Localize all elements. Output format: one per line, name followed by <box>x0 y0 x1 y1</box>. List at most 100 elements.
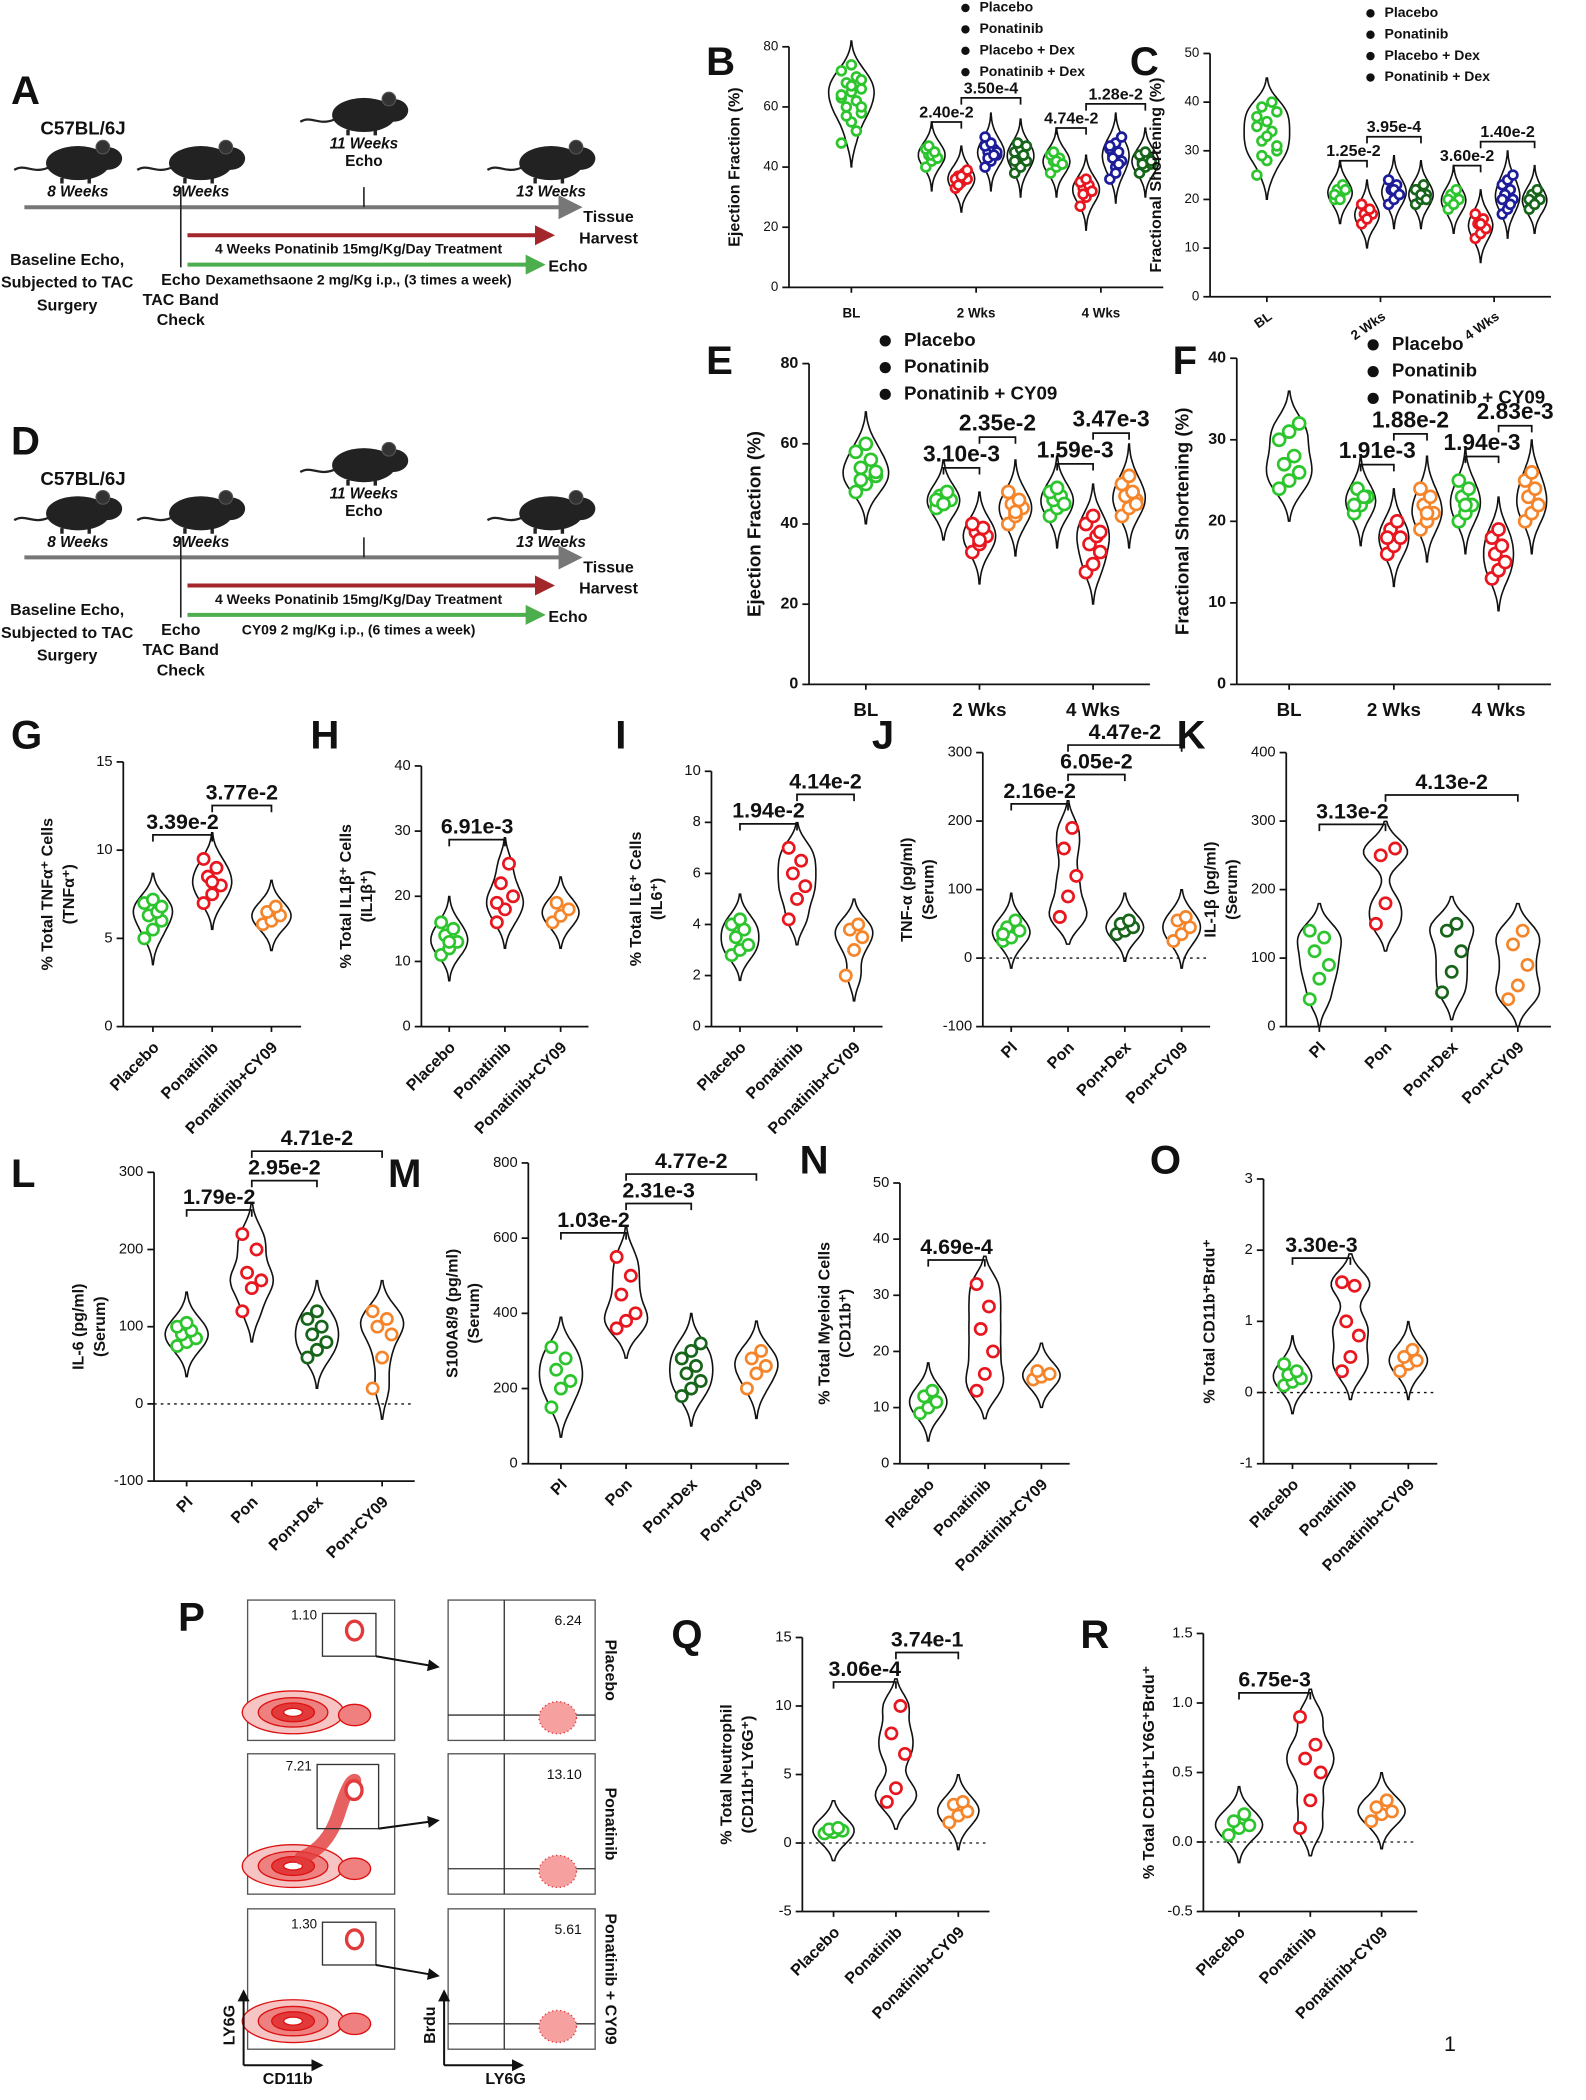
p-value: 4.69e-4 <box>920 1235 993 1259</box>
data-point <box>1379 530 1395 545</box>
legend-label: Placebo <box>979 0 1033 15</box>
y-tick-label: 400 <box>1251 744 1276 760</box>
data-point <box>1454 944 1469 959</box>
data-point <box>1378 896 1393 911</box>
data-point <box>1321 957 1336 972</box>
significance-bracket <box>1092 432 1130 440</box>
data-point <box>898 1747 912 1761</box>
gated-population <box>344 1779 364 1802</box>
gate <box>321 1921 377 1966</box>
significance-bracket <box>796 793 855 802</box>
legend-marker <box>1366 51 1375 61</box>
timepoint: 11 Weeks <box>330 135 399 152</box>
data-point <box>1530 497 1546 513</box>
cotreatment-text: CY09 2 mg/Kg i.p., (6 times a week) <box>242 622 476 638</box>
baseline-text: Surgery <box>37 647 98 665</box>
x-tick-label: Pon+Dex <box>1400 1038 1462 1100</box>
data-point <box>1115 131 1128 143</box>
p-value: 1.79e-2 <box>183 1185 256 1209</box>
gate-arrow <box>378 1815 440 1830</box>
y-tick-label: 40 <box>873 1231 889 1247</box>
x-tick-label: Pl <box>547 1476 570 1499</box>
panel: R -0.5 0.0 0.5 1.0 1.5 % Total CD11b⁺LY6G⁺Brdu… <box>1080 1613 1418 2023</box>
violin <box>1265 390 1313 522</box>
mouse-icon <box>299 441 409 486</box>
data-point <box>972 532 987 548</box>
panel: M 0 200 400 600 800 S100A8/9 (pg/ml) (Serum) Pl P… <box>388 1149 789 1545</box>
data-point <box>623 1268 638 1283</box>
data-point <box>781 912 796 927</box>
panel-label: O <box>1150 1139 1181 1183</box>
data-point <box>1313 1765 1328 1780</box>
y-tick-label: 20 <box>763 219 778 234</box>
data-point <box>1520 957 1535 972</box>
x-tick-label: BL <box>853 699 878 720</box>
mouse-tail <box>486 166 522 172</box>
y-tick-label: 80 <box>763 38 778 53</box>
data-point <box>1047 146 1060 158</box>
data-point <box>942 1815 957 1830</box>
x-tick-label: Pl <box>1306 1038 1329 1061</box>
mouse-tail <box>136 166 172 172</box>
y-tick-label: 30 <box>1184 142 1199 157</box>
data-point <box>684 1343 699 1358</box>
data-point <box>855 101 868 113</box>
data-point <box>684 1381 699 1396</box>
data-point <box>1497 554 1513 570</box>
data-point <box>847 943 861 957</box>
data-point <box>728 930 743 945</box>
y-tick-label: 0 <box>1217 675 1226 693</box>
x-tick-label: Pon <box>1361 1038 1395 1072</box>
data-point <box>1527 481 1543 497</box>
violin <box>294 1279 340 1389</box>
data-point <box>1307 944 1322 959</box>
data-point <box>848 484 864 500</box>
violin <box>603 1226 649 1359</box>
data-point <box>1507 169 1519 181</box>
data-point <box>1271 106 1283 118</box>
data-point <box>375 1350 390 1365</box>
y-tick-label: 400 <box>493 1305 518 1321</box>
data-point <box>310 1342 324 1357</box>
data-point <box>1261 115 1273 128</box>
data-point <box>977 1366 992 1381</box>
data-point <box>1286 448 1302 464</box>
x-tick-label: Placebo <box>1246 1475 1302 1531</box>
data-point <box>848 444 864 460</box>
x-tick-label: Pon <box>1044 1038 1078 1072</box>
violin <box>1495 902 1541 1028</box>
p-value: 4.74e-2 <box>1044 109 1098 127</box>
data-point <box>936 496 951 512</box>
mouse-ear <box>568 139 584 155</box>
mouse-ear <box>218 490 234 505</box>
data-point <box>254 1273 269 1288</box>
flow-panel: P 1.10 6.24 Placebo 7.21 13.10 Ponatinib 1.30 5.… <box>178 1596 620 2088</box>
data-point <box>1389 513 1405 529</box>
baseline-text: Subjected to TAC <box>1 624 134 642</box>
significance-bracket <box>1291 1257 1352 1265</box>
gate-value: 1.30 <box>291 1916 317 1931</box>
data-point <box>1042 1366 1057 1381</box>
data-point <box>1364 1814 1379 1829</box>
legend-marker <box>1366 73 1375 82</box>
panel-label: E <box>706 339 733 383</box>
y-tick-label: 0 <box>1192 288 1199 303</box>
violin <box>777 821 817 946</box>
y-axis-label: % Total CD11b⁺Brdu⁺ <box>1200 1239 1218 1403</box>
data-point <box>785 866 800 881</box>
data-point <box>979 131 991 143</box>
p-value: 3.39e-2 <box>146 810 219 834</box>
significance-bracket <box>1010 803 1069 811</box>
data-point <box>609 1321 624 1336</box>
data-point <box>888 1781 903 1796</box>
data-point <box>851 917 866 932</box>
violin <box>668 1312 714 1427</box>
p-value: 3.47e-3 <box>1073 406 1150 432</box>
p-value: 4.47e-2 <box>1089 720 1162 744</box>
p-value: 1.88e-2 <box>1372 406 1449 432</box>
y-axis-label: (CD11b⁺) <box>837 1289 855 1358</box>
data-point <box>929 1395 944 1409</box>
data-point <box>838 968 853 983</box>
